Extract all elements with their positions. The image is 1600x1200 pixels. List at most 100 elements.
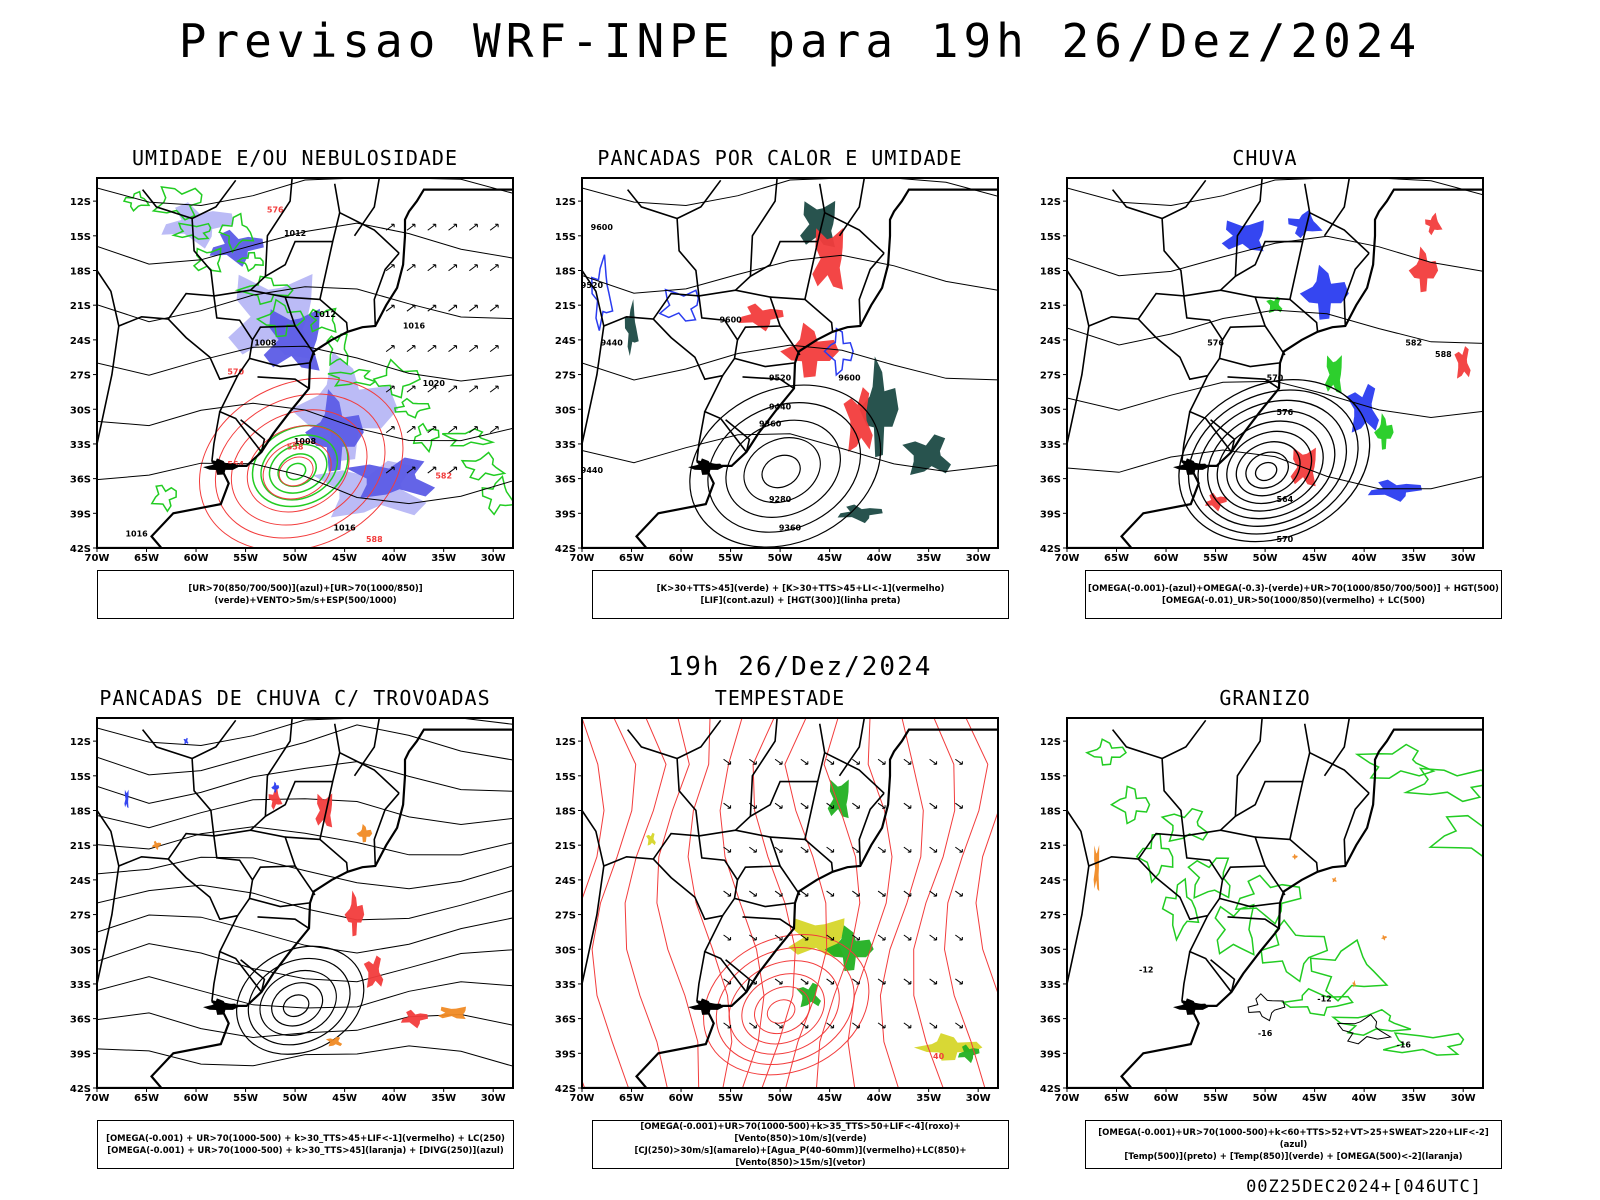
border-line	[838, 718, 866, 777]
isoline	[1254, 461, 1278, 482]
lon-tick-label: 30W	[481, 1093, 506, 1104]
lat-tick-label: 27S	[1040, 911, 1061, 922]
border-line	[1183, 289, 1267, 341]
wind-arrow	[877, 934, 886, 941]
legend-line: [K>30+TTS>45](verde) + [K>30+TTS>45+LI<-…	[656, 583, 945, 594]
frame-border	[581, 177, 999, 549]
border-line	[824, 211, 885, 254]
lagoon-mark	[688, 458, 724, 475]
wind-arrow	[826, 846, 835, 853]
panel-title: GRANIZO	[1219, 686, 1311, 710]
border-line	[218, 915, 263, 993]
contour-label: -16	[1258, 1029, 1273, 1038]
border-line	[676, 179, 722, 220]
coastline	[582, 728, 998, 1088]
border-line	[779, 325, 801, 356]
isoline	[689, 384, 882, 548]
border-line	[770, 296, 834, 332]
isoline	[236, 945, 365, 1055]
streamline	[1067, 449, 1483, 490]
border-line	[97, 189, 215, 328]
isoline	[393, 397, 431, 419]
lat-tick-label: 18S	[70, 807, 91, 818]
coastline	[97, 728, 513, 1088]
border-line	[249, 357, 310, 368]
border-line	[698, 289, 782, 341]
frame-border	[96, 717, 514, 1089]
lon-tick-label: 35W	[431, 1093, 456, 1104]
field-patch	[305, 389, 364, 472]
frame-border	[1066, 717, 1484, 1089]
panel-umidade: UMIDADE E/OU NEBULOSIDADE 1012 1012 1008 10…	[45, 146, 525, 626]
streamline	[97, 798, 513, 829]
lon-tick-label: 55W	[1203, 553, 1228, 564]
lat-tick-label: 12S	[70, 737, 91, 748]
lat-tick-label: 18S	[555, 267, 576, 278]
isoline	[1085, 738, 1128, 766]
wind-arrow	[469, 345, 478, 353]
border-line	[1289, 723, 1311, 840]
lat-tick-label: 12S	[1040, 737, 1061, 748]
border-line	[1183, 829, 1267, 881]
border-line	[1161, 719, 1207, 760]
streamline	[97, 402, 513, 442]
contour-label: 582	[435, 472, 452, 481]
streamline	[1067, 309, 1483, 346]
lat-tick-label: 33S	[1040, 440, 1061, 451]
lat-tick-label: 33S	[555, 440, 576, 451]
lon-tick-label: 35W	[1401, 553, 1426, 564]
streamline	[1067, 235, 1483, 277]
streamline	[97, 286, 513, 323]
border-line	[1210, 419, 1236, 453]
isoline	[703, 934, 870, 1076]
border-line	[1188, 375, 1233, 453]
lon-tick-label: 35W	[431, 553, 456, 564]
contour-label: 558	[287, 443, 304, 452]
lat-tick-label: 18S	[555, 807, 576, 818]
border-line	[1309, 751, 1370, 794]
field-patch	[1352, 980, 1356, 988]
lon-tick-label: 55W	[233, 1093, 258, 1104]
field-patch	[796, 982, 821, 1008]
pressure-labels: 1012 1012 1008 1016 1020 1008 1016 1016	[125, 229, 445, 539]
panel-trovoadas: PANCADAS DE CHUVA C/ TROVOADAS 12S 15S 18S…	[45, 686, 525, 1166]
lon-tick-label: 45W	[332, 553, 357, 564]
contour-label: 576	[267, 206, 284, 215]
contour-label: -16	[1397, 1041, 1412, 1050]
border-line	[676, 719, 722, 760]
map-content	[97, 718, 513, 1088]
frame-border	[96, 177, 514, 549]
streamline	[97, 718, 513, 747]
lon-tick-label: 65W	[134, 553, 159, 564]
wind850-green	[796, 779, 980, 1064]
wind-arrow	[929, 758, 938, 765]
streamline	[591, 718, 637, 1088]
wind-arrow	[903, 758, 912, 765]
isoline	[1161, 877, 1200, 942]
border-line	[1161, 179, 1207, 220]
wind-arrow	[852, 802, 860, 809]
isoline	[246, 425, 350, 513]
field-patch	[325, 1036, 343, 1047]
field-patch	[902, 434, 951, 475]
lon-tick-label: 45W	[332, 1093, 357, 1104]
map-chuva: 576 570 576 582 588 564 570 12S 15S 18S 21S 24S 27S 3…	[1040, 177, 1484, 564]
border-line	[373, 792, 400, 867]
border-line	[264, 178, 293, 277]
divg-blue	[124, 737, 280, 809]
border-line	[319, 723, 341, 840]
lon-tick-label: 70W	[570, 1093, 595, 1104]
wind-arrow	[469, 223, 478, 231]
contour-label: 9360	[759, 420, 782, 429]
streamline	[913, 718, 956, 1088]
wind-arrow	[406, 385, 416, 393]
wind-arrow	[955, 978, 963, 985]
wind850-vectors	[723, 758, 963, 1029]
map-granizo: -12 -16 -12 -16 12S 15S 18S 21S 24S 27S 30S 33S 36S 3…	[1040, 717, 1484, 1104]
lat-tick-label: 30S	[70, 945, 91, 956]
wind-arrow	[800, 1022, 809, 1029]
lc500-streamlines	[1067, 178, 1483, 490]
wind-arrow	[955, 934, 963, 941]
